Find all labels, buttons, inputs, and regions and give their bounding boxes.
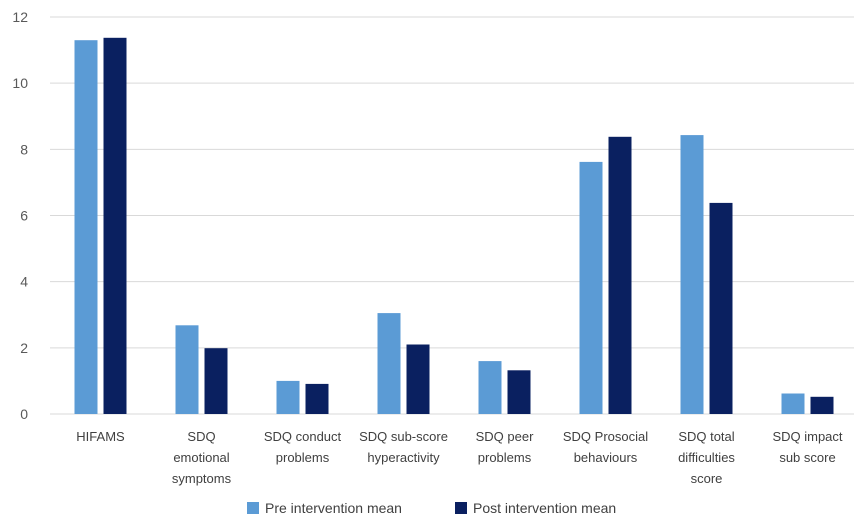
x-category-label: problems <box>478 450 532 465</box>
x-category-label: hyperactivity <box>367 450 440 465</box>
bar <box>305 383 329 414</box>
bar <box>175 325 199 414</box>
x-category-label: emotional <box>173 450 229 465</box>
legend-label: Pre intervention mean <box>265 500 402 515</box>
x-category-label: sub score <box>779 450 835 465</box>
x-category-label: SDQ sub-score <box>359 429 448 444</box>
gridlines <box>50 16 854 415</box>
bar <box>579 161 603 414</box>
bar <box>478 361 502 414</box>
y-tick-label: 10 <box>12 75 28 91</box>
legend-swatch <box>247 502 259 514</box>
bar <box>74 40 98 414</box>
bar <box>276 380 300 414</box>
x-category-label: difficulties <box>678 450 735 465</box>
legend-label: Post intervention mean <box>473 500 616 515</box>
bar <box>810 396 834 414</box>
y-tick-label: 8 <box>20 141 28 157</box>
bar <box>680 135 704 414</box>
category-labels: HIFAMS SDQ emotional symptoms SDQ conduct pro… <box>76 429 843 486</box>
bar <box>377 313 401 414</box>
x-category-label: SDQ peer <box>476 429 534 444</box>
legend: Pre intervention mean Post intervention m… <box>247 500 616 515</box>
x-category-label: symptoms <box>172 471 232 486</box>
x-category-label: SDQ <box>187 429 215 444</box>
y-tick-label: 0 <box>20 406 28 422</box>
x-category-label: SDQ Prosocial <box>563 429 648 444</box>
x-category-label: behaviours <box>574 450 638 465</box>
x-category-label: SDQ impact <box>772 429 842 444</box>
y-tick-label: 2 <box>20 340 28 356</box>
x-category-label: HIFAMS <box>76 429 125 444</box>
y-tick-label: 4 <box>20 274 28 290</box>
bar <box>507 370 531 414</box>
y-tick-label: 12 <box>12 9 28 25</box>
x-category-label: score <box>691 471 723 486</box>
bar <box>781 393 805 414</box>
bar <box>204 348 228 414</box>
bar <box>103 37 127 415</box>
x-category-label: problems <box>276 450 330 465</box>
legend-swatch <box>455 502 467 514</box>
bar <box>406 344 430 414</box>
x-category-label: SDQ conduct <box>264 429 342 444</box>
bar <box>709 202 733 414</box>
y-tick-label: 6 <box>20 208 28 224</box>
bar <box>608 136 632 415</box>
bars <box>74 37 834 415</box>
y-axis-ticks: 0 2 4 6 8 10 12 <box>12 9 28 422</box>
x-category-label: SDQ total <box>678 429 734 444</box>
